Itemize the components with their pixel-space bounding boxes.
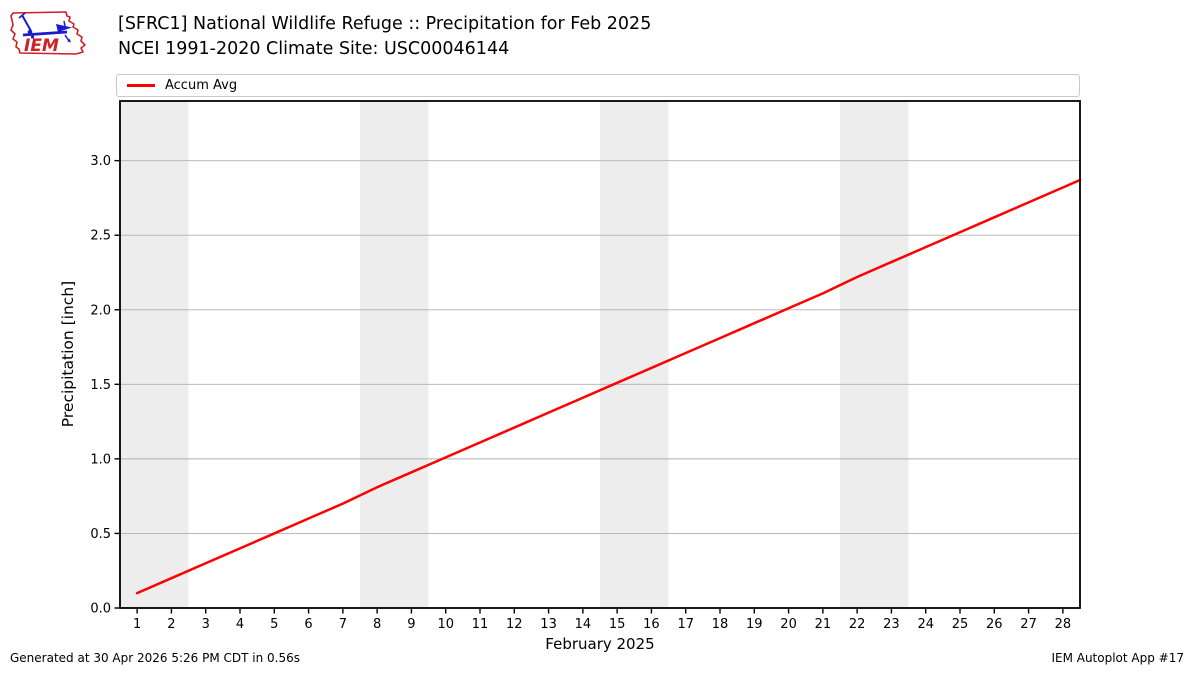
weekend-band bbox=[600, 101, 669, 608]
footer-app-text: IEM Autoplot App #17 bbox=[1051, 651, 1184, 665]
x-axis-label: February 2025 bbox=[545, 635, 654, 653]
y-tick-label: 2.0 bbox=[90, 303, 111, 318]
accum-avg-line bbox=[135, 178, 1082, 595]
x-tick-label: 24 bbox=[917, 617, 934, 632]
weather-vane-icon bbox=[18, 12, 72, 43]
x-tick-label: 11 bbox=[472, 617, 489, 632]
x-tick-label: 19 bbox=[746, 617, 763, 632]
iem-logo: IEM bbox=[10, 11, 86, 56]
x-tick-label: 17 bbox=[677, 617, 694, 632]
x-tick-label: 23 bbox=[883, 617, 900, 632]
x-tick-label: 20 bbox=[780, 617, 797, 632]
x-tick-label: 22 bbox=[849, 617, 866, 632]
x-tick-label: 27 bbox=[1020, 617, 1037, 632]
x-tick-label: 4 bbox=[236, 617, 244, 632]
x-tick-label: 28 bbox=[1055, 617, 1072, 632]
x-tick-label: 6 bbox=[304, 617, 312, 632]
x-tick-label: 10 bbox=[437, 617, 454, 632]
x-tick-label: 12 bbox=[506, 617, 523, 632]
weekend-band bbox=[360, 101, 429, 608]
x-tick-label: 16 bbox=[643, 617, 660, 632]
legend-line-swatch bbox=[127, 84, 155, 87]
legend: Accum Avg bbox=[116, 74, 1080, 97]
logo-text: IEM bbox=[24, 36, 59, 56]
x-tick-label: 7 bbox=[339, 617, 347, 632]
y-axis-label: Precipitation [inch] bbox=[59, 281, 77, 427]
y-tick-label: 3.0 bbox=[90, 154, 111, 169]
plot-frame bbox=[119, 100, 1081, 609]
x-tick-label: 13 bbox=[540, 617, 557, 632]
y-tick-label: 2.5 bbox=[90, 229, 111, 244]
x-tick-label: 21 bbox=[815, 617, 832, 632]
x-tick-label: 15 bbox=[609, 617, 626, 632]
x-tick-label: 5 bbox=[270, 617, 278, 632]
x-tick-label: 3 bbox=[202, 617, 210, 632]
x-tick-label: 9 bbox=[407, 617, 415, 632]
y-tick-label: 0.0 bbox=[90, 602, 111, 617]
weekend-band bbox=[120, 101, 189, 608]
x-tick-label: 8 bbox=[373, 617, 381, 632]
y-tick-label: 0.5 bbox=[90, 527, 111, 542]
x-tick-label: 2 bbox=[167, 617, 175, 632]
chart-subtitle: NCEI 1991-2020 Climate Site: USC00046144 bbox=[118, 39, 510, 59]
x-tick-label: 18 bbox=[712, 617, 729, 632]
weekend-band bbox=[840, 101, 909, 608]
x-tick-label: 25 bbox=[952, 617, 969, 632]
footer-generated-text: Generated at 30 Apr 2026 5:26 PM CDT in … bbox=[10, 651, 301, 665]
x-tick-label: 1 bbox=[133, 617, 141, 632]
y-tick-label: 1.5 bbox=[90, 378, 111, 393]
x-tick-label: 26 bbox=[986, 617, 1003, 632]
y-tick-label: 1.0 bbox=[90, 452, 111, 467]
title-block: [SFRC1] National Wildlife Refuge :: Prec… bbox=[118, 12, 651, 62]
chart-title: [SFRC1] National Wildlife Refuge :: Prec… bbox=[118, 14, 652, 34]
legend-label: Accum Avg bbox=[165, 78, 238, 93]
x-tick-label: 14 bbox=[575, 617, 592, 632]
